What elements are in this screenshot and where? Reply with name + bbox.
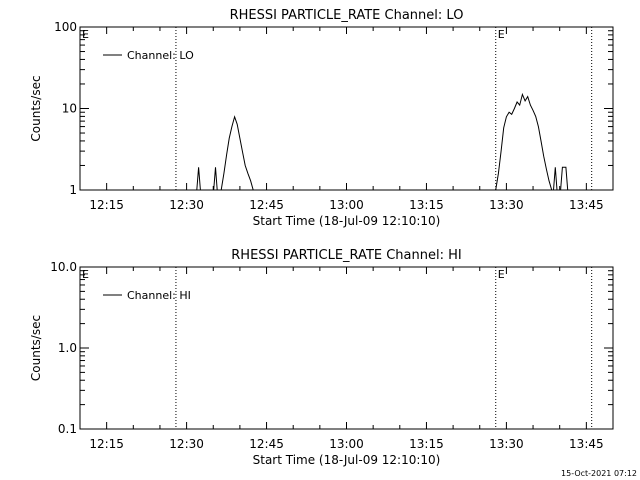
legend-label: Channel: HI (127, 289, 191, 302)
chart-title: RHESSI PARTICLE_RATE Channel: HI (231, 248, 461, 263)
y-tick-label: 10.0 (50, 260, 77, 274)
x-tick-label: 13:45 (569, 198, 604, 212)
x-tick-label: 12:30 (169, 437, 204, 451)
series-line (213, 167, 218, 191)
x-tick-label: 12:45 (249, 437, 284, 451)
y-tick-label: 10 (62, 102, 77, 116)
timestamp: 15-Oct-2021 07:12 (561, 469, 637, 478)
y-tick-label: 0.1 (58, 422, 77, 436)
series-line (495, 92, 553, 191)
x-tick-label: 12:15 (89, 437, 124, 451)
series-line (553, 167, 558, 191)
series-line (220, 115, 254, 191)
x-tick-label: 13:00 (329, 437, 364, 451)
event-marker: E (498, 28, 505, 41)
legend-label: Channel: LO (127, 49, 194, 62)
x-tick-label: 12:15 (89, 198, 124, 212)
event-marker: E (498, 268, 505, 281)
panel-lo: RHESSI PARTICLE_RATE Channel: LO Start Ti… (29, 8, 614, 228)
x-tick-label: 13:30 (489, 198, 524, 212)
y-axis-label: Counts/sec (29, 75, 43, 141)
x-tick-label: 13:30 (489, 437, 524, 451)
y-tick-label: 1 (69, 183, 77, 197)
x-tick-label: 12:45 (249, 198, 284, 212)
event-marker: E (82, 28, 89, 41)
y-tick-label: 1.0 (58, 341, 77, 355)
x-axis-label: Start Time (18-Jul-09 12:10:10) (253, 214, 441, 228)
y-tick-label: 100 (54, 20, 77, 34)
panel-hi: RHESSI PARTICLE_RATE Channel: HI Start Ti… (29, 248, 614, 467)
chart-title: RHESSI PARTICLE_RATE Channel: LO (230, 8, 464, 23)
x-tick-label: 13:15 (409, 437, 444, 451)
x-tick-label: 13:15 (409, 198, 444, 212)
event-marker: E (82, 268, 89, 281)
y-axis-label: Counts/sec (29, 315, 43, 381)
x-tick-label: 13:45 (569, 437, 604, 451)
series-line (560, 166, 569, 191)
x-tick-label: 13:00 (329, 198, 364, 212)
x-tick-label: 12:30 (169, 198, 204, 212)
x-axis-label: Start Time (18-Jul-09 12:10:10) (253, 453, 441, 467)
series-line (196, 167, 201, 191)
